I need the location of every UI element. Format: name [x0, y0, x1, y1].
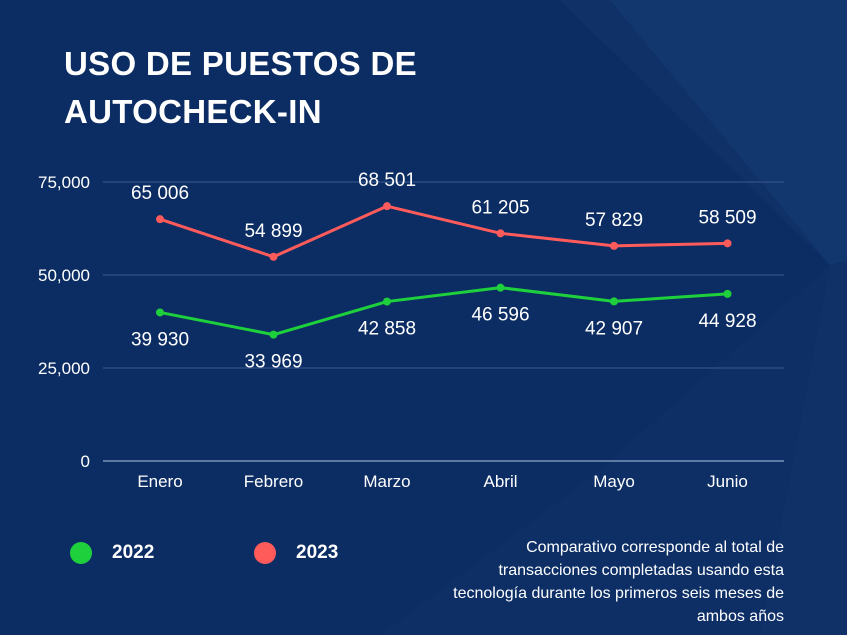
- y-tick-label: 50,000: [38, 266, 90, 285]
- data-point-2022: [269, 330, 278, 339]
- x-tick-label: Junio: [707, 472, 748, 491]
- series-line-2023: [158, 204, 729, 259]
- data-label-2023: 61 205: [471, 197, 529, 218]
- data-label-2023: 57 829: [585, 210, 643, 231]
- y-tick-label: 25,000: [38, 359, 90, 378]
- data-label-2023: 65 006: [131, 183, 189, 204]
- data-label-2022: 42 858: [358, 319, 416, 340]
- y-tick-label: 0: [81, 452, 90, 471]
- data-label-2022: 33 969: [244, 352, 302, 373]
- data-label-2022: 44 928: [698, 311, 756, 332]
- data-point-2023: [496, 229, 505, 238]
- x-tick-label: Enero: [137, 472, 182, 491]
- legend-swatch-2023: [254, 542, 276, 564]
- legend-label-2023: 2023: [296, 542, 339, 563]
- data-point-2022: [496, 283, 505, 292]
- x-tick-label: Abril: [483, 472, 517, 491]
- data-label-2022: 42 907: [585, 318, 643, 339]
- data-point-2022: [156, 308, 164, 317]
- x-tick-label: Mayo: [593, 472, 635, 491]
- x-tick-label: Marzo: [363, 472, 410, 491]
- chart-note: Comparativo corresponde al total de tran…: [453, 539, 784, 625]
- data-point-2022: [610, 297, 618, 306]
- data-label-2023: 58 509: [698, 207, 756, 228]
- y-tick-label: 75,000: [38, 173, 90, 192]
- data-point-2023: [156, 215, 164, 224]
- x-tick-label: Febrero: [244, 472, 304, 491]
- chart-title: USO DE PUESTOS DE AUTOCHECK-IN: [64, 45, 417, 130]
- legend-item-2022: 2022: [70, 540, 154, 566]
- series-line-2022: [158, 286, 729, 337]
- data-point-2023: [610, 241, 618, 250]
- data-label-2023: 68 501: [358, 170, 416, 191]
- data-label-2022: 39 930: [131, 329, 189, 350]
- legend-item-2023: 2023: [254, 540, 338, 566]
- data-label-2023: 54 899: [244, 221, 302, 242]
- data-point-2023: [723, 239, 732, 248]
- data-point-2022: [383, 297, 391, 306]
- data-label-2022: 46 596: [471, 305, 529, 326]
- data-point-2023: [269, 252, 278, 261]
- data-point-2022: [723, 289, 732, 298]
- legend-swatch-2022: [70, 542, 92, 564]
- data-point-2023: [383, 202, 391, 211]
- legend-label-2022: 2022: [112, 542, 155, 563]
